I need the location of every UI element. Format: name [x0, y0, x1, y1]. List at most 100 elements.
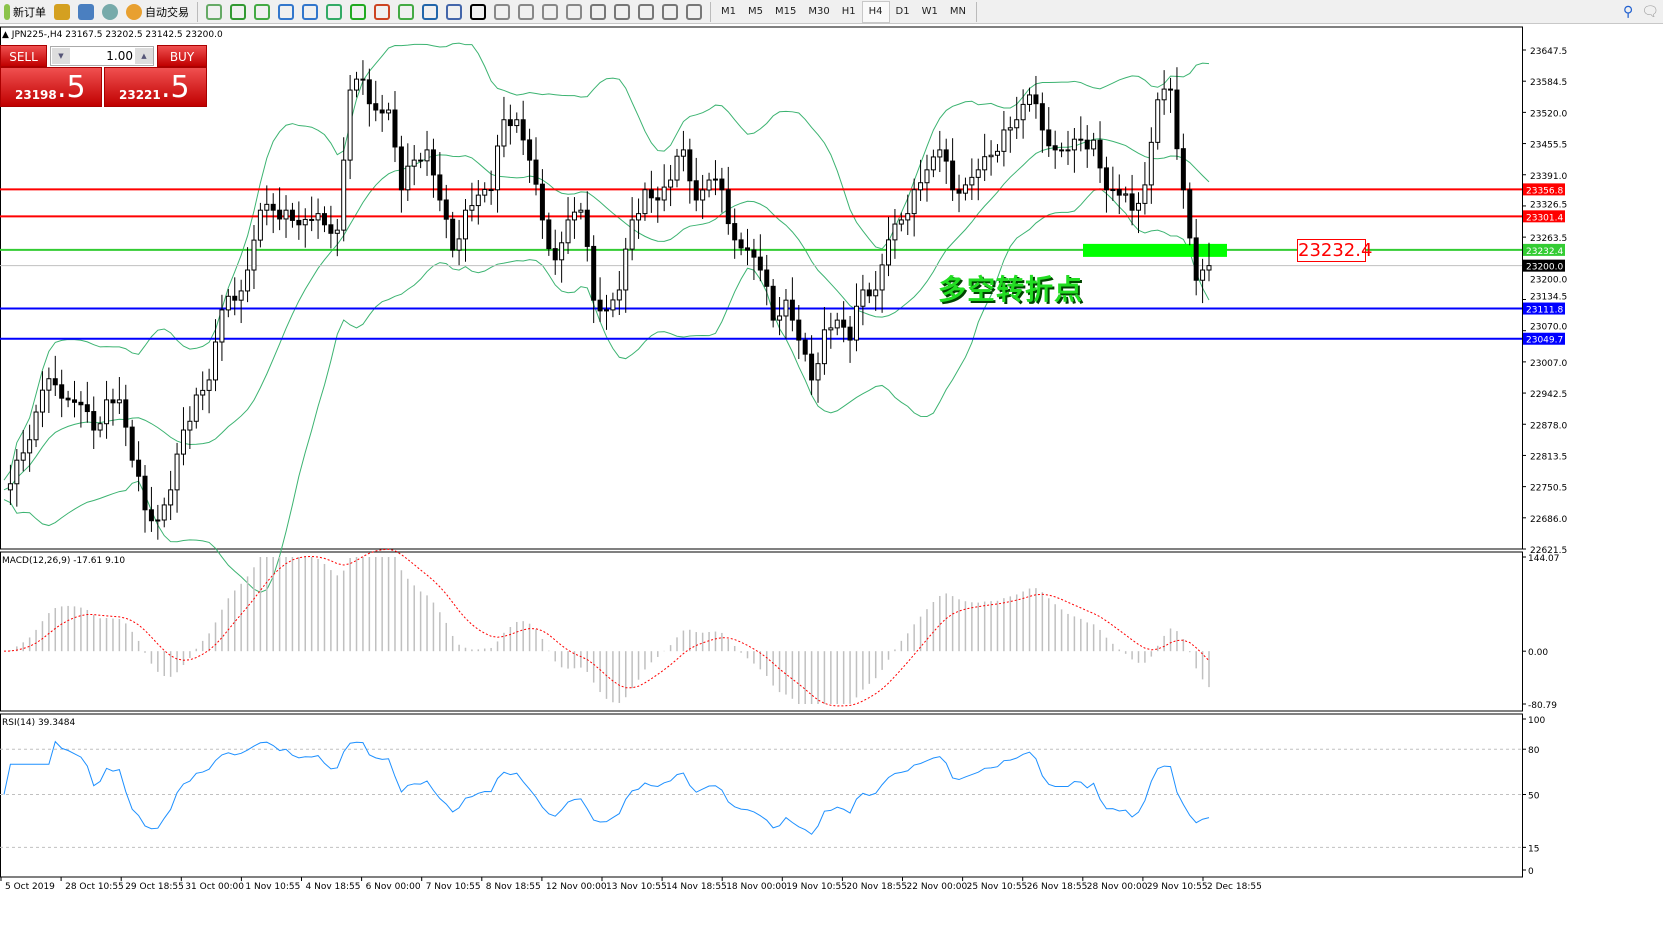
tile-windows-button[interactable] — [322, 1, 346, 23]
divider — [197, 1, 198, 22]
chart-window[interactable]: 23647.5 23584.5 23520.0 23455.5 23391.0 23326… — [0, 26, 1663, 893]
trendline-icon — [566, 3, 582, 20]
search-button[interactable]: ⚲ — [1619, 1, 1637, 23]
candle — [962, 184, 968, 194]
candle — [116, 399, 122, 404]
cursor-button[interactable] — [466, 1, 490, 23]
candle — [1046, 129, 1052, 147]
candle — [424, 149, 430, 162]
candle — [257, 209, 263, 241]
sell-price-button[interactable]: 23198.5 — [0, 67, 102, 107]
price-axis-label: 22813.5 — [1530, 452, 1567, 462]
auto-scroll-button[interactable] — [346, 1, 370, 23]
horizontal-line-button[interactable] — [538, 1, 562, 23]
candle — [488, 189, 494, 192]
text-button[interactable] — [634, 1, 658, 23]
candle — [84, 404, 90, 413]
candle — [180, 429, 186, 455]
timeframe-d1[interactable]: D1 — [895, 6, 910, 17]
signals-button[interactable] — [98, 1, 122, 23]
templates-button[interactable] — [442, 1, 466, 23]
trendline-button[interactable] — [562, 1, 586, 23]
timeframe-m5[interactable]: M5 — [748, 6, 763, 17]
equidistant-channel-button[interactable] — [586, 1, 610, 23]
buy-button[interactable]: BUY — [157, 45, 207, 67]
timeframe-w1[interactable]: W1 — [921, 6, 938, 17]
vertical-line-button[interactable] — [514, 1, 538, 23]
navigator-button[interactable] — [74, 1, 98, 23]
candlestick-button[interactable] — [226, 1, 250, 23]
lot-decrease-button[interactable]: ▼ — [52, 48, 70, 64]
candle — [1193, 237, 1199, 281]
rsi-label: RSI(14) 39.3484 — [2, 718, 75, 728]
candle — [238, 290, 244, 301]
time-axis-label: 7 Nov 10:55 — [426, 882, 481, 892]
candle — [168, 489, 174, 506]
candle — [482, 189, 488, 196]
periods-button[interactable] — [418, 1, 442, 23]
candle — [937, 149, 943, 158]
candle — [206, 379, 212, 391]
fibonacci-button[interactable] — [610, 1, 634, 23]
bollinger-band-mid — [3, 138, 1210, 491]
time-axis-label: 22 Nov 00:00 — [907, 882, 968, 892]
timeframe-h1[interactable]: H1 — [841, 6, 856, 17]
candle — [1007, 127, 1013, 131]
candle — [680, 149, 686, 157]
highlight-rectangle[interactable] — [1083, 243, 1227, 257]
candle — [655, 197, 661, 201]
candle — [571, 211, 577, 221]
lot-size-field[interactable]: ▼ 1.00 ▲ — [50, 46, 154, 66]
chat-button[interactable]: 🗨 — [1637, 1, 1663, 23]
bar-chart-button[interactable] — [202, 1, 226, 23]
candle — [1071, 138, 1077, 151]
crosshair-button[interactable] — [490, 1, 514, 23]
candle — [187, 420, 193, 431]
buy-price-button[interactable]: 23221.5 — [104, 67, 207, 107]
bar-chart-icon — [206, 3, 222, 20]
chart-shift-button[interactable] — [370, 1, 394, 23]
lot-size-value[interactable]: 1.00 — [106, 49, 133, 63]
candle — [604, 309, 609, 312]
timeframe-h4[interactable]: H4 — [861, 0, 890, 23]
chart-shift-icon — [374, 3, 390, 20]
chart-annotation-text[interactable]: 多空转折点 — [938, 273, 1084, 306]
timeframe-m1[interactable]: M1 — [721, 6, 736, 17]
divider — [975, 1, 977, 22]
timeframe-m15[interactable]: M15 — [775, 6, 797, 17]
candle — [174, 453, 180, 491]
candle — [142, 475, 148, 511]
timeframe-m30[interactable]: M30 — [808, 6, 830, 17]
candle — [866, 289, 872, 297]
zoom-in-button[interactable] — [274, 1, 298, 23]
candle — [437, 174, 443, 201]
price-line-label-bg — [1523, 183, 1565, 196]
auto-trading-button[interactable]: 自动交易 — [122, 1, 193, 23]
timeframe-mn[interactable]: MN — [949, 6, 966, 17]
zoom-out-button[interactable] — [298, 1, 322, 23]
candle — [969, 176, 975, 186]
price-label-annotation[interactable]: 23232.4 — [1297, 239, 1373, 262]
candle — [789, 299, 795, 321]
chart-canvas[interactable]: 23647.5 23584.5 23520.0 23455.5 23391.0 23326… — [0, 26, 1663, 893]
line-chart-button[interactable] — [250, 1, 274, 23]
candle — [975, 169, 981, 178]
candle — [129, 426, 135, 461]
candle — [809, 353, 815, 381]
candle — [1187, 189, 1193, 239]
candle — [1123, 193, 1129, 196]
time-axis-label: 29 Nov 10:55 — [1147, 882, 1208, 892]
text-label-button[interactable] — [658, 1, 682, 23]
candle — [1200, 269, 1206, 281]
price-line-label: 23049.7 — [1526, 336, 1563, 346]
arrows-button[interactable] — [682, 1, 706, 23]
market-watch-button[interactable] — [50, 1, 74, 23]
candle — [552, 248, 558, 261]
indicators-button[interactable] — [394, 1, 418, 23]
sell-button[interactable]: SELL — [0, 45, 47, 67]
price-axis-label: 22750.5 — [1530, 484, 1567, 494]
new-order-button[interactable]: 新订单 — [0, 1, 50, 23]
lot-increase-button[interactable]: ▲ — [135, 48, 153, 64]
candle — [892, 223, 898, 241]
price-axis-label: 23200.0 — [1530, 276, 1567, 286]
